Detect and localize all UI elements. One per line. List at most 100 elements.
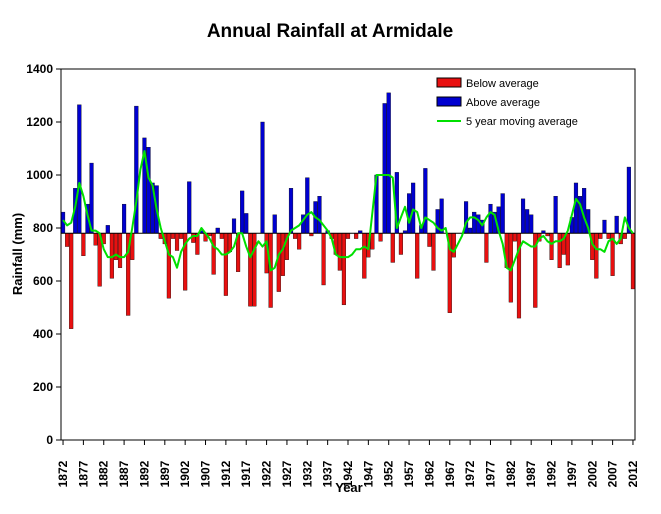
x-tick-label-1972: 1972 bbox=[463, 460, 477, 487]
rainfall-bar-2010 bbox=[622, 233, 627, 239]
rainfall-bar-1876 bbox=[77, 104, 82, 234]
rainfall-bar-1901 bbox=[179, 233, 184, 239]
rainfall-bar-1926 bbox=[280, 233, 285, 276]
rainfall-bar-1950 bbox=[378, 233, 383, 242]
x-tick-label-1962: 1962 bbox=[422, 460, 436, 487]
x-tick-label-1922: 1922 bbox=[260, 460, 274, 487]
rainfall-bar-1898 bbox=[166, 233, 171, 299]
y-tick-group: 0 200 400 600 800 1000 1200 1400 bbox=[26, 62, 61, 447]
rainfall-bar-2005 bbox=[602, 219, 607, 234]
rainfall-bar-1893 bbox=[146, 147, 151, 234]
x-tick-group: 1872 1877 1882 1887 1892 1897 1902 1907 1912 1917… bbox=[56, 440, 640, 487]
x-tick-label-1947: 1947 bbox=[361, 460, 375, 487]
rainfall-bar-1942 bbox=[345, 233, 351, 239]
y-tick-label-1400: 1400 bbox=[26, 62, 53, 76]
y-tick-label-800: 800 bbox=[33, 221, 53, 235]
legend-below-swatch bbox=[436, 77, 462, 88]
legend-moving-average-label: 5 year moving average bbox=[466, 116, 578, 128]
rainfall-bar-1900 bbox=[174, 233, 180, 251]
rainfall-bar-1957 bbox=[407, 193, 412, 234]
legend-below-label: Below average bbox=[466, 78, 539, 90]
chart-title: Annual Rainfall at Armidale bbox=[207, 21, 453, 42]
x-tick-label-1877: 1877 bbox=[76, 460, 90, 487]
rainfall-bar-1958 bbox=[411, 182, 416, 234]
rainfall-bar-1899 bbox=[170, 233, 176, 239]
rainfall-bar-1974 bbox=[476, 214, 481, 234]
rainfall-bar-1946 bbox=[362, 233, 367, 279]
rainfall-bar-1951 bbox=[382, 103, 387, 234]
x-tick-label-1892: 1892 bbox=[137, 460, 151, 487]
x-tick-label-1957: 1957 bbox=[402, 460, 416, 487]
y-tick-label-1200: 1200 bbox=[26, 115, 53, 129]
rainfall-bar-1962 bbox=[427, 233, 432, 247]
rainfall-bar-2004 bbox=[598, 233, 603, 239]
rainfall-bar-1936 bbox=[321, 233, 326, 286]
x-tick-label-1882: 1882 bbox=[97, 460, 111, 487]
rainfall-bar-1992 bbox=[549, 233, 554, 260]
x-tick-label-1912: 1912 bbox=[219, 460, 233, 487]
x-tick-label-1927: 1927 bbox=[280, 460, 294, 487]
rainfall-bar-2008 bbox=[614, 215, 619, 234]
rainfall-bar-1973 bbox=[472, 211, 477, 234]
x-tick-label-1992: 1992 bbox=[545, 460, 559, 487]
moving-average-line bbox=[62, 150, 634, 272]
rainfall-bar-1925 bbox=[276, 233, 281, 292]
x-tick-label-1987: 1987 bbox=[524, 460, 538, 487]
rainfall-bar-1917 bbox=[244, 213, 249, 234]
x-tick-label-1967: 1967 bbox=[443, 460, 457, 487]
rainfall-bar-1985 bbox=[520, 198, 526, 234]
x-tick-label-1907: 1907 bbox=[199, 460, 213, 487]
rainfall-bar-1924 bbox=[272, 214, 277, 234]
x-tick-label-1902: 1902 bbox=[178, 460, 192, 487]
rainfall-bar-1880 bbox=[93, 233, 98, 246]
x-tick-label-1982: 1982 bbox=[504, 460, 518, 487]
rainfall-bar-2003 bbox=[594, 233, 599, 279]
y-tick-label-1000: 1000 bbox=[26, 168, 53, 182]
x-tick-label-1932: 1932 bbox=[300, 460, 314, 487]
moving-average-group bbox=[62, 150, 634, 272]
rainfall-bar-1911 bbox=[219, 233, 224, 239]
rainfall-bar-1948 bbox=[370, 233, 375, 250]
x-tick-label-1997: 1997 bbox=[565, 460, 579, 487]
rainfall-bar-1993 bbox=[553, 196, 558, 234]
bar-series-group bbox=[60, 92, 636, 329]
rainfall-bar-1952 bbox=[386, 92, 391, 234]
rainfall-bar-1921 bbox=[260, 121, 265, 234]
rainfall-bar-1987 bbox=[529, 214, 534, 234]
x-tick-label-2002: 2002 bbox=[585, 460, 599, 487]
rainfall-bar-2012 bbox=[630, 233, 636, 290]
rainfall-bar-1909 bbox=[211, 233, 216, 275]
x-tick-label-1887: 1887 bbox=[117, 460, 131, 487]
rainfall-bar-1944 bbox=[354, 233, 359, 239]
rainfall-bar-1955 bbox=[398, 233, 403, 255]
x-tick-label-1897: 1897 bbox=[158, 460, 172, 487]
x-tick-label-1952: 1952 bbox=[382, 460, 396, 487]
y-tick-label-0: 0 bbox=[46, 433, 53, 447]
x-tick-label-2012: 2012 bbox=[626, 460, 640, 487]
rainfall-bar-1983 bbox=[512, 233, 517, 242]
rainfall-bar-1940 bbox=[337, 233, 342, 271]
x-tick-label-1937: 1937 bbox=[321, 460, 335, 487]
rainfall-bar-1873 bbox=[65, 233, 70, 247]
rainfall-bar-1972 bbox=[468, 227, 473, 234]
x-tick-label-1942: 1942 bbox=[341, 460, 355, 487]
rainfall-bar-1986 bbox=[525, 209, 530, 234]
x-tick-label-1917: 1917 bbox=[239, 460, 253, 487]
rainfall-bar-1912 bbox=[223, 233, 228, 296]
x-tick-label-2007: 2007 bbox=[606, 460, 620, 487]
rainfall-bar-1977 bbox=[488, 203, 493, 234]
rainfall-bar-1930 bbox=[297, 233, 302, 250]
rainfall-bar-1976 bbox=[484, 233, 489, 263]
rainfall-bar-1935 bbox=[317, 196, 322, 234]
y-axis-label: Rainfall (mm) bbox=[10, 213, 25, 295]
y-tick-label-400: 400 bbox=[33, 327, 53, 341]
rainfall-bar-1928 bbox=[288, 188, 294, 234]
y-tick-label-200: 200 bbox=[33, 380, 53, 394]
rainfall-bar-1980 bbox=[500, 193, 505, 234]
rainfall-bar-1941 bbox=[341, 233, 346, 306]
rainfall-bar-1887 bbox=[122, 203, 127, 234]
rainfall-bar-1968 bbox=[451, 233, 456, 258]
rainfall-bar-1963 bbox=[431, 233, 436, 271]
